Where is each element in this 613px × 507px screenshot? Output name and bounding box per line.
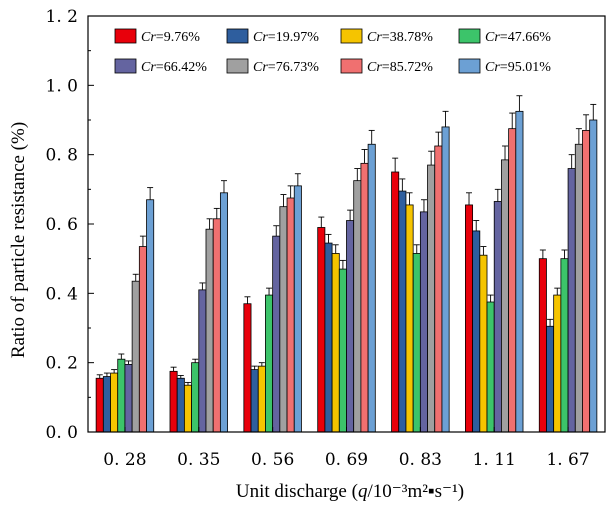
bar xyxy=(250,369,259,433)
bar xyxy=(331,253,340,433)
bar xyxy=(117,358,126,433)
legend-swatch xyxy=(114,58,137,74)
bar xyxy=(176,377,185,433)
y-tick-label: 0. 0 xyxy=(46,423,78,443)
legend-swatch xyxy=(226,58,249,74)
x-tick-label: 0. 83 xyxy=(399,450,442,470)
bar xyxy=(219,192,228,433)
bar xyxy=(560,258,569,433)
bar xyxy=(405,204,414,433)
bar xyxy=(317,227,326,433)
bar xyxy=(346,220,355,433)
bar xyxy=(198,289,207,433)
bar xyxy=(441,126,450,433)
x-tick-label: 1. 67 xyxy=(546,450,589,470)
bar xyxy=(243,303,252,433)
bar xyxy=(367,143,376,433)
y-axis-title: Ratio of particle resistance (%) xyxy=(8,122,29,358)
bar xyxy=(398,190,407,433)
bar xyxy=(324,242,333,433)
bar xyxy=(95,377,104,433)
bar xyxy=(434,145,443,433)
legend-swatch xyxy=(340,58,363,74)
x-tick-label: 1. 11 xyxy=(473,450,516,470)
legend-label: Cr=38.78% xyxy=(367,30,433,45)
bar xyxy=(293,185,302,433)
axes-layer: 0. 28 0. 35 0. 56 0. 69 0. 83 1. 11 1. 67 0. 0 0… xyxy=(46,7,606,470)
bar xyxy=(501,159,510,433)
bar xyxy=(131,280,140,433)
legend: Cr=9.76% Cr=19.97% Cr=38.78% Cr=47.66% Cr=66… xyxy=(114,28,551,75)
bar xyxy=(574,143,583,433)
bar xyxy=(110,372,119,433)
bar xyxy=(479,254,488,433)
bar xyxy=(465,204,474,433)
legend-swatch xyxy=(114,28,137,44)
x-axis-title: Unit discharge (q/10⁻³m²▪s⁻¹) xyxy=(236,481,464,502)
bar xyxy=(486,301,495,433)
bar xyxy=(183,384,192,433)
bar xyxy=(553,294,562,433)
bar xyxy=(212,218,221,433)
y-tick-label: 1. 2 xyxy=(46,7,78,27)
legend-label: Cr=47.66% xyxy=(485,30,551,45)
y-tick-label: 0. 8 xyxy=(46,146,78,166)
bar xyxy=(493,201,502,433)
bar xyxy=(419,211,428,433)
bar xyxy=(589,119,598,433)
bar xyxy=(353,180,362,433)
bar xyxy=(567,168,576,433)
bar xyxy=(191,362,200,433)
bar xyxy=(279,206,288,433)
bar xyxy=(360,162,369,433)
bar xyxy=(546,325,555,433)
bar xyxy=(427,164,436,433)
x-tick-label: 0. 28 xyxy=(103,450,146,470)
y-tick-label: 0. 2 xyxy=(46,354,78,374)
bar xyxy=(286,197,295,433)
legend-swatch xyxy=(458,58,481,74)
bar xyxy=(508,128,517,433)
legend-label: Cr=76.73% xyxy=(253,60,319,75)
plot-frame xyxy=(87,15,606,433)
y-tick-label: 1. 0 xyxy=(46,76,78,96)
bar xyxy=(472,230,481,433)
legend-swatch xyxy=(226,28,249,44)
bar xyxy=(169,370,178,433)
bar xyxy=(102,376,111,433)
bar xyxy=(124,363,133,433)
y-tick-label: 0. 6 xyxy=(46,215,78,235)
y-tick-label: 0. 4 xyxy=(46,284,78,304)
bar xyxy=(412,253,421,433)
bar xyxy=(138,246,147,433)
bar xyxy=(391,171,400,433)
legend-label: Cr=85.72% xyxy=(367,60,433,75)
bar xyxy=(582,129,591,433)
legend-label: Cr=95.01% xyxy=(485,60,551,75)
legend-label: Cr=66.42% xyxy=(141,60,207,75)
legend-swatch xyxy=(458,28,481,44)
legend-label: Cr=9.76% xyxy=(141,30,200,45)
bar xyxy=(257,365,266,433)
bar xyxy=(272,235,281,433)
x-tick-label: 0. 69 xyxy=(325,450,368,470)
bars-layer xyxy=(95,95,598,433)
legend-swatch xyxy=(340,28,363,44)
bar xyxy=(205,228,214,433)
bar xyxy=(146,199,155,433)
bar xyxy=(515,110,524,433)
legend-label: Cr=19.97% xyxy=(253,30,319,45)
x-tick-label: 0. 56 xyxy=(251,450,294,470)
bar xyxy=(338,268,347,433)
bar xyxy=(265,294,274,433)
x-tick-label: 0. 35 xyxy=(177,450,220,470)
bar xyxy=(538,258,547,433)
